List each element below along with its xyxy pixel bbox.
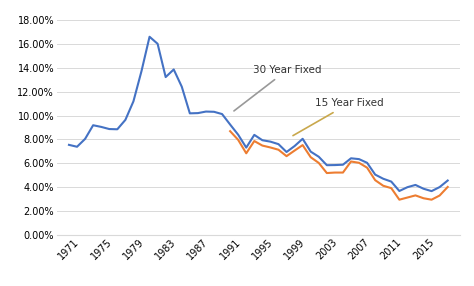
- Text: 15 Year Fixed: 15 Year Fixed: [293, 98, 383, 136]
- Text: 30 Year Fixed: 30 Year Fixed: [234, 65, 321, 111]
